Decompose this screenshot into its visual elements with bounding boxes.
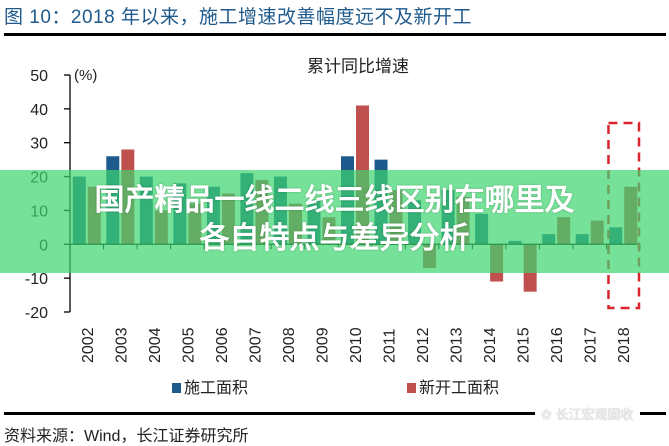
svg-text:2004: 2004 [147, 327, 164, 363]
legend-swatch-blue [172, 383, 181, 393]
wechat-icon: ✿ [541, 407, 556, 422]
legend-label: 新开工面积 [419, 380, 500, 397]
legend-swatch-red [407, 383, 416, 393]
svg-text:2002: 2002 [80, 327, 97, 363]
svg-text:30: 30 [30, 136, 48, 153]
svg-text:2007: 2007 [247, 327, 264, 363]
y-axis: 50403020100-10-20 [25, 68, 71, 322]
svg-text:2003: 2003 [113, 327, 130, 363]
source-note: 资料来源：Wind，长江证券研究所 [4, 428, 249, 445]
svg-text:2014: 2014 [482, 327, 499, 363]
legend-item-new-starts: 新开工面积 [407, 374, 499, 398]
figure-title: 图 10：2018 年以来，施工增速改善幅度远不及新开工 [4, 7, 472, 28]
svg-text:50: 50 [30, 68, 48, 85]
svg-text:2011: 2011 [382, 328, 399, 363]
bottom-rule [4, 412, 666, 415]
overlay-headline: 国产精品一线二线三线区别在哪里及 各自特点与差异分析 [0, 182, 669, 258]
svg-text:-10: -10 [25, 271, 48, 288]
svg-text:2015: 2015 [516, 327, 533, 363]
legend-item-construction: 施工面积 [172, 374, 248, 398]
svg-text:2010: 2010 [348, 327, 365, 363]
overlay-line-1: 国产精品一线二线三线区别在哪里及 [94, 183, 575, 218]
svg-text:2017: 2017 [583, 327, 600, 363]
svg-text:2018: 2018 [616, 327, 633, 363]
overlay-line-2: 各自特点与差异分析 [199, 221, 470, 256]
y-unit-label: (%) [74, 67, 97, 84]
overlay-banner [0, 170, 669, 273]
top-rule [4, 33, 666, 36]
svg-text:-20: -20 [25, 305, 48, 322]
svg-text:2016: 2016 [549, 327, 566, 363]
svg-text:2013: 2013 [449, 327, 466, 363]
svg-text:2005: 2005 [180, 327, 197, 363]
svg-text:2009: 2009 [314, 327, 331, 363]
svg-text:2006: 2006 [214, 327, 231, 363]
chart-title: 累计同比增速 [307, 57, 409, 76]
legend-label: 施工面积 [184, 380, 249, 397]
svg-text:40: 40 [30, 102, 48, 119]
svg-text:2012: 2012 [415, 327, 432, 363]
watermark: ✿ 长江宏观固收 [535, 404, 640, 423]
svg-text:2008: 2008 [281, 327, 298, 363]
